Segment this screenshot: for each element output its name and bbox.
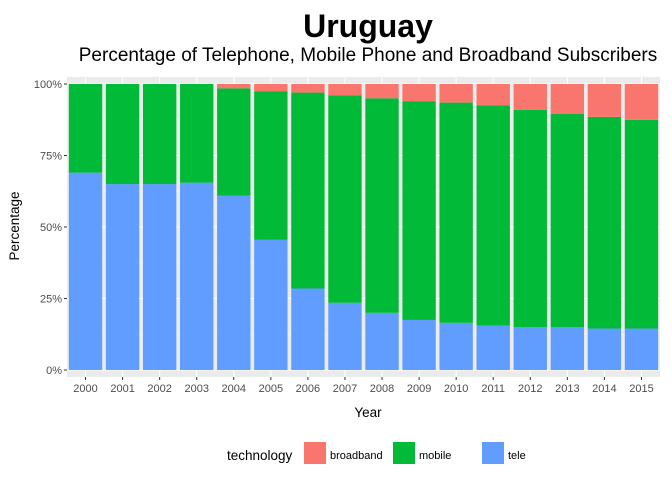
bar-broadband-2012 (513, 84, 547, 110)
bar-broadband-2011 (476, 84, 510, 106)
x-tick-label: 2005 (259, 383, 283, 395)
bar-tele-2011 (476, 325, 510, 370)
bar-tele-2014 (587, 328, 622, 370)
bar-tele-2013 (550, 327, 585, 370)
bar-tele-2003 (180, 182, 214, 370)
bar-broadband-2014 (587, 84, 622, 117)
bar-broadband-2006 (291, 84, 325, 93)
bar-mobile-2012 (513, 109, 547, 328)
bar-mobile-2005 (254, 91, 288, 240)
bar-mobile-2009 (402, 101, 436, 320)
legend-label-broadband: broadband (330, 450, 383, 462)
bar-mobile-2008 (365, 98, 399, 313)
bar-tele-2006 (291, 288, 325, 370)
bar-mobile-2011 (476, 105, 510, 326)
bar-tele-2015 (624, 328, 659, 370)
x-tick-label: 2002 (147, 383, 171, 395)
bar-tele-2009 (402, 319, 436, 370)
y-tick-label: 0% (46, 365, 62, 377)
y-axis-title: Percentage (7, 191, 22, 260)
bar-mobile-2013 (550, 114, 585, 328)
x-tick-label: 2008 (370, 383, 394, 395)
x-tick-label: 2006 (296, 383, 320, 395)
bar-broadband-2009 (402, 84, 436, 102)
y-tick-label: 25% (40, 294, 62, 306)
bar-mobile-2015 (624, 119, 659, 329)
legend: technology broadband mobile tele (227, 442, 526, 464)
x-tick-label: 2007 (333, 383, 357, 395)
legend-label-tele: tele (508, 450, 526, 462)
y-tick-label: 100% (34, 79, 62, 91)
bar-tele-2001 (105, 184, 140, 370)
bar-mobile-2001 (105, 84, 140, 185)
x-tick-label: 2014 (592, 383, 616, 395)
bar-mobile-2000 (68, 84, 103, 173)
bar-mobile-2007 (328, 95, 362, 303)
bar-mobile-2006 (291, 92, 325, 289)
chart-title: Uruguay (303, 8, 433, 44)
bar-tele-2004 (217, 195, 251, 370)
bar-broadband-2015 (624, 84, 659, 120)
bar-broadband-2005 (254, 84, 288, 92)
legend-swatch-broadband (304, 442, 326, 464)
chart-subtitle: Percentage of Telephone, Mobile Phone an… (79, 45, 658, 66)
bar-broadband-2007 (328, 84, 362, 96)
bar-tele-2002 (142, 184, 177, 370)
x-tick-label: 2001 (110, 383, 134, 395)
legend-swatch-mobile (393, 442, 415, 464)
y-tick-label: 75% (40, 151, 62, 163)
bar-broadband-2008 (365, 84, 399, 99)
bar-mobile-2004 (217, 88, 251, 196)
bar-mobile-2002 (142, 84, 177, 185)
bar-broadband-2004 (217, 84, 251, 89)
bar-tele-2012 (513, 327, 547, 370)
x-tick-label: 2010 (444, 383, 468, 395)
y-tick-label: 50% (40, 222, 62, 234)
bar-tele-2008 (365, 312, 399, 370)
y-axis: 0% 25% 50% 75% 100% (34, 79, 67, 377)
legend-title: technology (227, 448, 293, 463)
bar-tele-2000 (68, 172, 103, 370)
x-tick-label: 2013 (555, 383, 579, 395)
x-tick-label: 2009 (407, 383, 431, 395)
x-axis-title: Year (354, 405, 382, 420)
legend-swatch-tele (482, 442, 504, 464)
x-tick-label: 2011 (481, 383, 505, 395)
bar-tele-2005 (254, 239, 288, 370)
x-axis: 2000 2001 2002 2003 2004 2005 2006 2007 2008 2009… (73, 377, 654, 395)
bar-mobile-2003 (180, 84, 214, 183)
bar-broadband-2013 (550, 84, 585, 115)
bars (68, 84, 659, 370)
x-tick-label: 2003 (184, 383, 208, 395)
bar-broadband-2010 (439, 84, 473, 103)
x-tick-label: 2004 (222, 383, 246, 395)
bar-mobile-2010 (439, 102, 473, 323)
x-tick-label: 2015 (629, 383, 653, 395)
bar-tele-2007 (328, 302, 362, 370)
bar-tele-2010 (439, 322, 473, 370)
x-tick-label: 2012 (518, 383, 542, 395)
legend-label-mobile: mobile (419, 450, 451, 462)
x-tick-label: 2000 (73, 383, 97, 395)
bar-mobile-2014 (587, 116, 622, 329)
